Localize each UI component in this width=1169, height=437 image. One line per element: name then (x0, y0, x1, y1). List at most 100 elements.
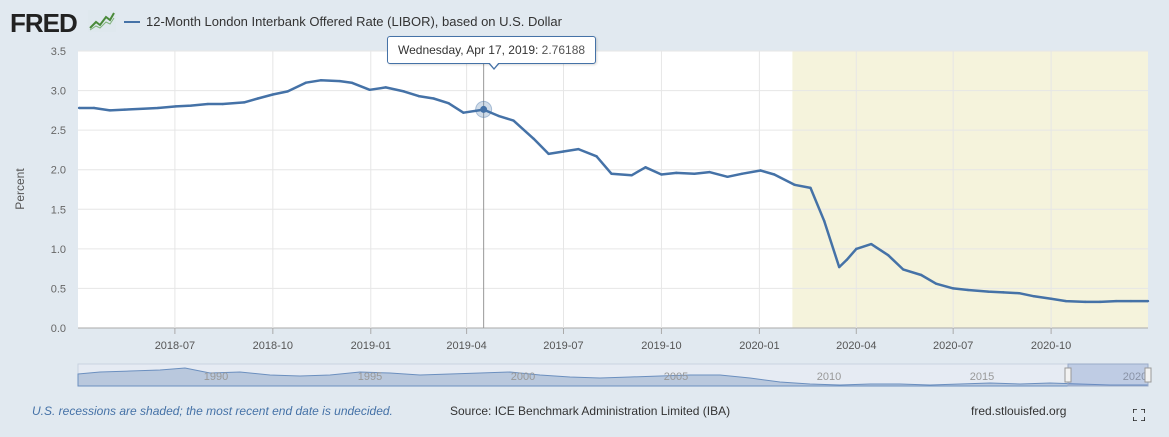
data-point[interactable] (708, 170, 711, 174)
data-point[interactable] (845, 258, 848, 262)
fred-logo[interactable]: FRED (10, 8, 78, 38)
x-tick-label: 2018-10 (253, 340, 293, 352)
data-point[interactable] (562, 150, 565, 153)
x-axis: 2018-07 2018-10 2019-01 2019-04 2019-07 2019-… (155, 328, 1071, 352)
navigator-year-label: 2000 (511, 371, 535, 383)
data-point[interactable] (773, 173, 776, 176)
site-link[interactable]: fred.stlouisfed.org (971, 404, 1067, 418)
data-point[interactable] (1083, 300, 1087, 304)
data-point[interactable] (1002, 291, 1005, 294)
x-tick-label: 2020-04 (836, 340, 876, 352)
data-point[interactable] (206, 102, 210, 106)
data-point[interactable] (368, 88, 371, 91)
data-point[interactable] (221, 102, 224, 106)
recession-band (792, 51, 1148, 328)
data-point[interactable] (595, 155, 598, 158)
data-point[interactable] (1032, 295, 1036, 298)
data-point[interactable] (901, 268, 905, 271)
navigator[interactable]: 1990 1995 2000 2005 2010 2015 2020 (77, 363, 1152, 387)
data-point[interactable] (951, 287, 955, 290)
data-point[interactable] (1146, 299, 1150, 303)
series-line[interactable] (79, 79, 1148, 304)
navigator-left-handle[interactable] (1064, 367, 1072, 383)
data-point[interactable] (630, 174, 633, 177)
legend-swatch (124, 20, 140, 23)
data-point[interactable] (123, 108, 127, 111)
y-tick-label: 0.0 (51, 323, 66, 335)
navigator-right-handle[interactable] (1144, 367, 1152, 383)
data-point[interactable] (319, 79, 322, 82)
data-point[interactable] (402, 90, 405, 93)
data-point[interactable] (1098, 300, 1102, 304)
chart-legend[interactable]: 12-Month London Interbank Offered Rate (… (124, 14, 562, 29)
data-point[interactable] (759, 169, 762, 172)
data-point[interactable] (1129, 299, 1133, 303)
x-tick-label: 2020-10 (1031, 340, 1071, 352)
x-tick-label: 2019-10 (641, 340, 681, 352)
data-point[interactable] (532, 137, 535, 141)
data-point[interactable] (77, 106, 81, 110)
data-point[interactable] (1017, 291, 1021, 295)
data-point[interactable] (462, 111, 465, 114)
data-point[interactable] (174, 105, 178, 108)
series-layer (77, 79, 1150, 304)
data-point[interactable] (256, 97, 260, 100)
data-point[interactable] (741, 172, 744, 175)
data-point[interactable] (417, 94, 420, 98)
data-point[interactable] (189, 104, 193, 107)
data-point[interactable] (384, 86, 387, 89)
data-point[interactable] (823, 219, 826, 223)
data-point[interactable] (108, 109, 112, 112)
data-point[interactable] (920, 273, 923, 277)
data-point[interactable] (156, 106, 160, 110)
data-point[interactable] (644, 166, 647, 169)
data-point[interactable] (809, 186, 812, 190)
data-point[interactable] (497, 114, 500, 118)
data-point[interactable] (92, 106, 96, 110)
navigator-series-area (77, 367, 1149, 387)
data-point[interactable] (610, 172, 613, 175)
recession-shading-layer (792, 51, 1148, 328)
data-point[interactable] (934, 282, 938, 285)
data-point[interactable] (577, 147, 580, 151)
x-tick-label: 2019-01 (351, 340, 391, 352)
data-point[interactable] (1114, 299, 1118, 303)
data-point[interactable] (242, 101, 246, 104)
data-point[interactable] (512, 119, 515, 122)
line-chart[interactable]: 0.00.51.01.52.02.53.03.5 2018-07 2018-10 2… (0, 44, 1169, 394)
y-tick-label: 2.0 (51, 165, 66, 177)
recession-note: U.S. recessions are shaded; the most rec… (32, 404, 393, 418)
x-tick-label: 2018-07 (155, 340, 195, 352)
data-point[interactable] (693, 172, 696, 175)
data-point[interactable] (338, 79, 342, 83)
data-point[interactable] (432, 97, 435, 100)
data-point[interactable] (286, 90, 289, 93)
data-point[interactable] (547, 152, 550, 156)
data-point[interactable] (141, 107, 145, 110)
data-point[interactable] (869, 242, 873, 246)
data-point[interactable] (675, 171, 678, 175)
data-point[interactable] (855, 247, 858, 251)
data-point[interactable] (271, 93, 275, 96)
data-point[interactable] (350, 81, 353, 84)
data-point[interactable] (304, 81, 308, 84)
fullscreen-icon[interactable] (1133, 409, 1145, 421)
data-point[interactable] (838, 265, 841, 269)
data-point[interactable] (1064, 299, 1068, 303)
data-point[interactable] (1049, 297, 1053, 300)
data-point[interactable] (447, 102, 450, 105)
y-tick-label: 2.5 (51, 125, 66, 137)
data-point[interactable] (987, 290, 990, 293)
navigator-year-label: 2010 (817, 371, 841, 383)
chart-header: FRED 12-Month London Interbank Offered R… (0, 0, 1169, 44)
data-point[interactable] (887, 253, 890, 257)
hover-layer (475, 51, 493, 328)
data-point[interactable] (966, 288, 970, 292)
hover-point[interactable] (480, 105, 488, 113)
data-point[interactable] (793, 183, 796, 186)
data-point[interactable] (726, 175, 729, 179)
navigator-year-label: 1990 (204, 371, 228, 383)
data-point[interactable] (660, 173, 663, 176)
navigator-year-label: 2020 (1123, 371, 1147, 383)
fred-logo-chart-icon (88, 10, 116, 32)
